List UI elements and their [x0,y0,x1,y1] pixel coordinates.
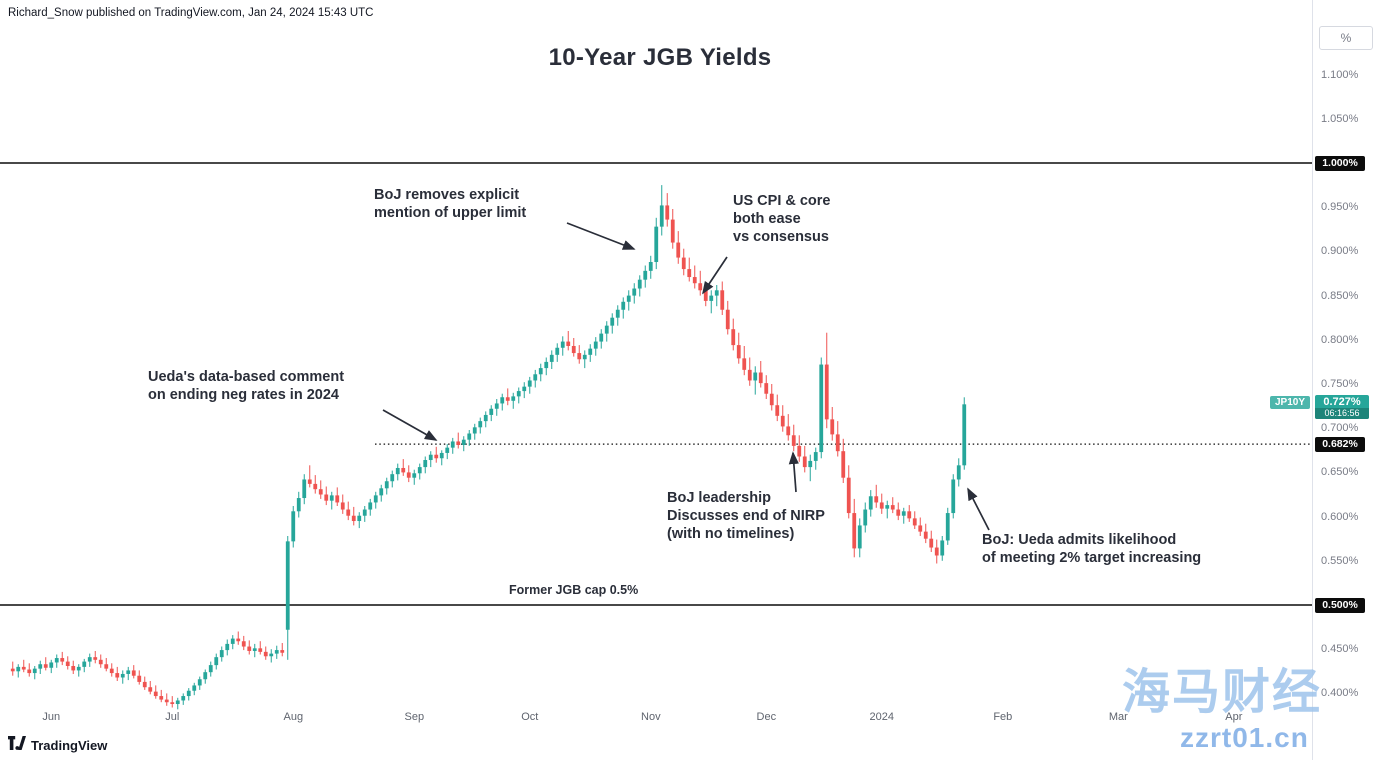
y-axis-tick: 0.900% [1321,245,1359,258]
svg-text:Sep: Sep [405,711,425,723]
candlestick-chart-canvas[interactable]: Jun Jul Aug Sep Oct Nov Dec 2024 Feb Mar Apr [0,0,1312,760]
chart-title: 10-Year JGB Yields [548,44,772,71]
tradingview-branding[interactable]: TradingView [8,736,107,755]
y-axis-tick: 0.600% [1321,510,1359,523]
y-axis-tick: 0.650% [1321,466,1359,479]
y-axis-tick: 0.950% [1321,201,1359,214]
svg-text:Feb: Feb [993,711,1012,723]
watermark-chinese: 海马财经 [1122,666,1323,719]
y-axis-tick: 1.050% [1321,112,1359,125]
annotation-ueda-data-comment: Ueda's data-based comment on ending neg … [148,369,345,403]
svg-text:Mar: Mar [1109,711,1128,723]
price-level-label: 1.000% [1315,155,1365,171]
current-price-value: 0.727% [1323,396,1361,409]
svg-text:Nov: Nov [641,711,661,723]
annotation-ueda-2pct-target: BoJ: Ueda admits likelihood of meeting 2… [982,532,1202,566]
svg-text:Aug: Aug [284,711,304,723]
tradingview-logo-text: TradingView [31,738,108,753]
svg-text:Oct: Oct [521,711,538,723]
tradingview-logo-icon [8,736,26,755]
annotation-boj-nirp-discussion: BoJ leadership Discusses end of NIRP (wi… [667,490,825,542]
publish-attribution: Richard_Snow published on TradingView.co… [8,7,374,19]
price-axis[interactable]: % 0.727% 06:16:56 1.100% 1.050% 1.000% 0.95… [1312,0,1380,760]
svg-text:Jul: Jul [165,711,179,723]
axis-unit-box[interactable]: % [1319,26,1373,50]
y-axis-tick: 0.400% [1321,687,1359,700]
price-level-label: 0.682% [1315,436,1365,452]
svg-text:Apr: Apr [1225,711,1242,723]
y-axis-tick: 0.700% [1321,422,1359,435]
price-level-label: 0.500% [1315,597,1365,613]
annotation-former-jgb-cap: Former JGB cap 0.5% [509,583,639,597]
watermark-url: zzrt01.cn [1180,722,1309,753]
y-axis-tick: 0.550% [1321,554,1359,567]
symbol-price-tag: JP10Y [1270,396,1311,410]
current-price-label: 0.727% 06:16:56 [1315,395,1369,420]
svg-text:Jun: Jun [42,711,60,723]
y-axis-tick: 0.850% [1321,289,1359,302]
y-axis-tick: 0.800% [1321,333,1359,346]
svg-text:2024: 2024 [870,711,894,723]
y-axis-tick: 0.450% [1321,643,1359,656]
svg-text:Dec: Dec [757,711,777,723]
y-axis-tick: 1.100% [1321,68,1359,81]
annotation-boj-removes-upper-limit: BoJ removes explicit mention of upper li… [374,187,527,221]
y-axis-tick: 0.750% [1321,378,1359,390]
bar-countdown-timer: 06:16:56 [1315,408,1369,420]
annotation-us-cpi-ease: US CPI & core both ease vs consensus [733,193,831,245]
